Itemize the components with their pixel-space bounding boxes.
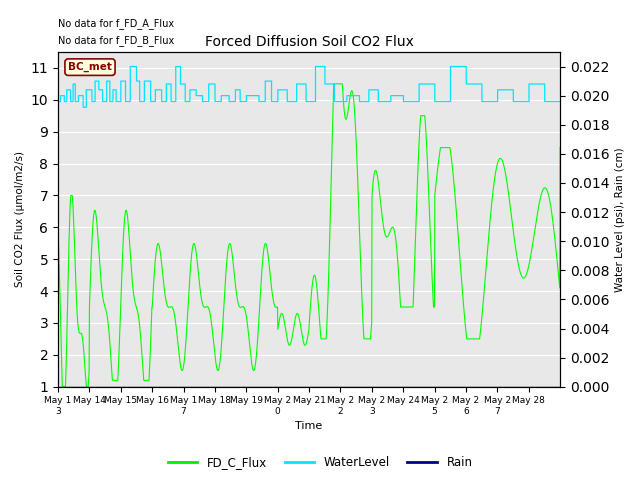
Y-axis label: Soil CO2 Flux (μmol/m2/s): Soil CO2 Flux (μmol/m2/s) bbox=[15, 151, 25, 288]
Text: No data for f_FD_A_Flux: No data for f_FD_A_Flux bbox=[58, 19, 174, 29]
Y-axis label: Water Level (psi), Rain (cm): Water Level (psi), Rain (cm) bbox=[615, 147, 625, 292]
Title: Forced Diffusion Soil CO2 Flux: Forced Diffusion Soil CO2 Flux bbox=[205, 36, 413, 49]
Text: No data for f_FD_B_Flux: No data for f_FD_B_Flux bbox=[58, 35, 174, 46]
Legend: FD_C_Flux, WaterLevel, Rain: FD_C_Flux, WaterLevel, Rain bbox=[163, 452, 477, 474]
X-axis label: Time: Time bbox=[296, 421, 323, 432]
Text: BC_met: BC_met bbox=[68, 62, 112, 72]
